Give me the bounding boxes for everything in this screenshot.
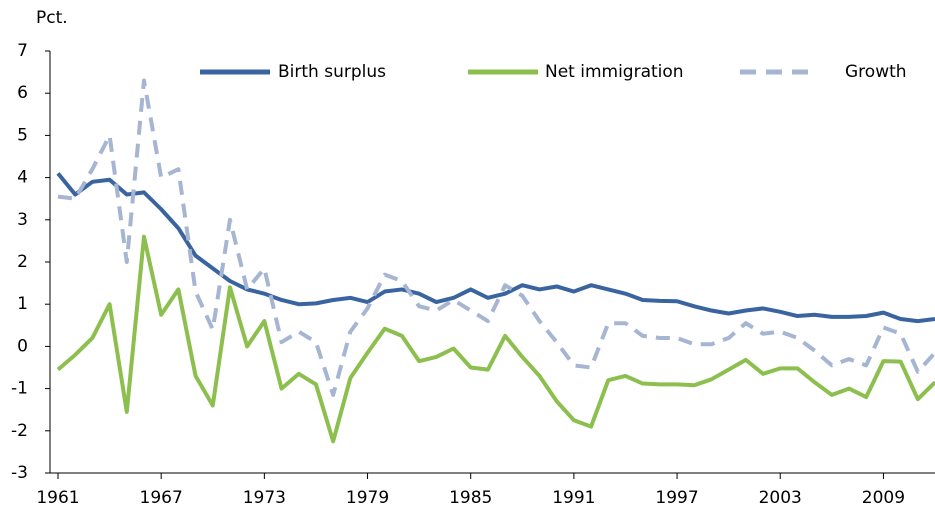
y-tick-label: 6 — [17, 83, 28, 103]
y-tick-label: 4 — [17, 168, 28, 188]
legend-label: Birth surplus — [278, 62, 386, 82]
x-tick-label: 1979 — [346, 488, 389, 508]
x-tick-label: 1973 — [243, 488, 286, 508]
y-tick-label: 7 — [17, 41, 28, 61]
y-axis-label: Pct. — [36, 8, 68, 28]
y-tick-label: -1 — [11, 379, 28, 399]
x-tick-label: 1991 — [552, 488, 595, 508]
y-tick-label: -2 — [11, 421, 28, 441]
x-tick-label: 1967 — [140, 488, 183, 508]
x-tick-label: 2003 — [759, 488, 802, 508]
y-tick-label: 3 — [17, 210, 28, 230]
x-tick-label: 1997 — [655, 488, 698, 508]
series-line — [56, 172, 935, 324]
legend-label: Net immigration — [545, 62, 684, 82]
x-tick-label: 1985 — [449, 488, 492, 508]
y-tick-label: 1 — [17, 294, 28, 314]
y-tick-label: 0 — [17, 336, 28, 356]
x-tick-label: 2009 — [862, 488, 905, 508]
y-tick-label: 5 — [17, 125, 28, 145]
x-tick-label: 1961 — [36, 488, 79, 508]
y-tick-label: -3 — [11, 463, 28, 483]
series-line — [56, 234, 935, 444]
y-tick-label: 2 — [17, 252, 28, 272]
series-line — [57, 78, 935, 397]
legend-label: Growth — [845, 62, 907, 82]
